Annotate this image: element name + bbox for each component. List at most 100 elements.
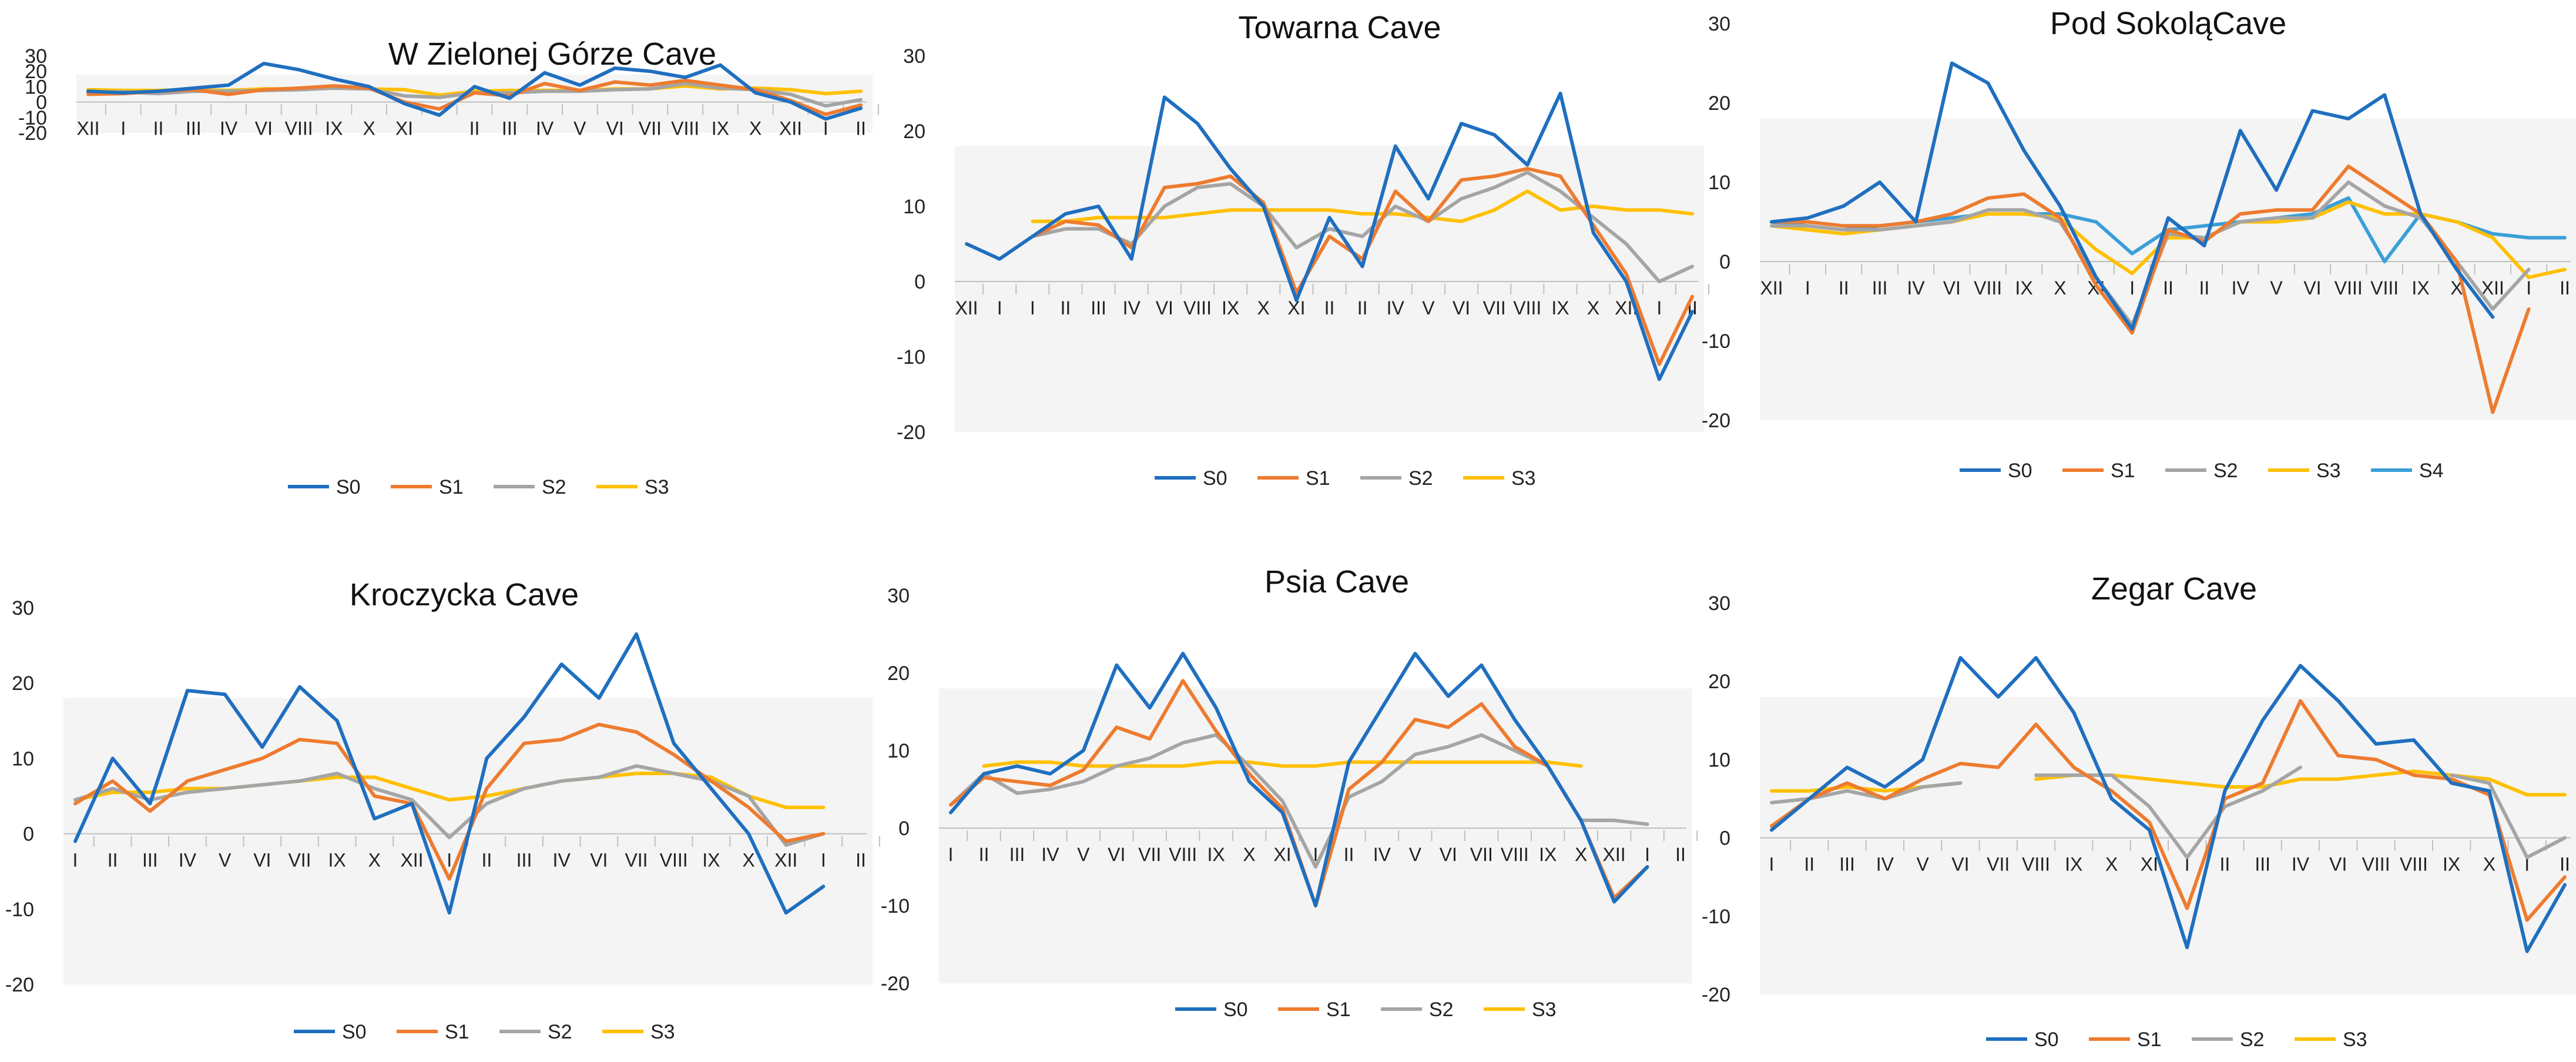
x-tick-label: I (823, 118, 829, 139)
x-tick-label: V (2270, 277, 2283, 299)
legend-label-s2: S2 (1408, 467, 1433, 490)
y-tick-label: 10 (25, 76, 47, 98)
x-tick-label: X (2054, 277, 2066, 299)
chart-legend: S0 S1 S2 S3 (1155, 467, 1536, 490)
y-tick-label: 0 (23, 823, 34, 846)
x-tick-label: VI (1440, 844, 1457, 865)
x-tick-label: X (2483, 854, 2496, 875)
series-line-s1 (1770, 165, 2531, 414)
x-tick-label: III (1009, 844, 1025, 865)
x-tick-label: IX (325, 118, 343, 139)
y-tick-label: 20 (12, 672, 34, 695)
x-tick-label: X (1575, 844, 1587, 865)
y-tick-label: 20 (25, 61, 47, 83)
x-tick-label: XII (779, 118, 802, 139)
legend-label-s0: S0 (2034, 1029, 2059, 1051)
x-tick-label: V (1422, 297, 1435, 319)
legend-label-s0: S0 (336, 476, 361, 498)
x-tick-label: IV (1387, 297, 1405, 319)
x-tick-label: X (368, 850, 381, 871)
x-tick-label: II (1344, 844, 1354, 865)
x-tick-label: XII (1760, 277, 1783, 299)
y-tick-label: -20 (18, 122, 47, 145)
x-tick-label: VIII (1501, 844, 1529, 865)
x-tick-label: II (2560, 854, 2570, 875)
legend-label-s3: S3 (1511, 467, 1536, 490)
x-tick-label: VIII (2334, 277, 2363, 299)
x-tick-label: IX (712, 118, 729, 139)
chart-legend: S0 S1 S2 S3 S4 (1960, 460, 2444, 482)
legend-label-s0: S0 (1203, 467, 1227, 490)
y-tick-label: 30 (1708, 592, 1730, 615)
x-tick-label: III (1872, 277, 1888, 299)
x-tick-label: II (2220, 854, 2230, 875)
series-line-s1 (1031, 167, 1694, 366)
y-tick-label: 10 (12, 748, 34, 770)
legend-label-s2: S2 (542, 476, 566, 498)
legend-label-s1: S1 (445, 1021, 469, 1043)
x-tick-label: IV (1373, 844, 1391, 865)
x-tick-label: X (1243, 844, 1255, 865)
y-tick-label: -20 (1702, 410, 1730, 432)
x-tick-label: I (1313, 844, 1319, 865)
x-tick-label: II (469, 118, 480, 139)
legend-label-s1: S1 (1326, 999, 1351, 1021)
series-line-s1 (1770, 699, 2567, 922)
x-tick-label: V (219, 850, 232, 871)
x-tick-label: VIII (2022, 854, 2050, 875)
chart-title: Zegar Cave (2091, 571, 2257, 607)
x-tick-label: X (2105, 854, 2118, 875)
legend-label-s3: S3 (2343, 1029, 2367, 1051)
x-tick-label: II (2163, 277, 2174, 299)
x-tick-label: IV (1123, 297, 1141, 319)
x-tick-label: II (108, 850, 118, 871)
plot-area (939, 688, 1692, 983)
series-line-s0 (1770, 656, 2567, 953)
series-line-s2 (2450, 773, 2567, 859)
x-tick-label: V (1409, 844, 1422, 865)
x-tick-label: VI (1943, 277, 1961, 299)
legend-label-s1: S1 (1306, 467, 1330, 490)
x-tick-label: VIII (671, 118, 699, 139)
legend-label-s0: S0 (342, 1021, 367, 1043)
x-tick-label: VII (1987, 854, 2010, 875)
x-tick-label: IV (179, 850, 197, 871)
x-tick-label: VIII (285, 118, 313, 139)
legend-label-s1: S1 (2111, 460, 2135, 482)
legend-label-s2: S2 (2240, 1029, 2265, 1051)
x-tick-label: X (363, 118, 375, 139)
x-tick-label: VII (288, 850, 311, 871)
x-tick-label: XII (955, 297, 978, 319)
legend-label-s0: S0 (2008, 460, 2032, 482)
x-tick-label: IX (1551, 297, 1569, 319)
chart-title: Pod SokoląCave (2050, 6, 2286, 41)
x-tick-label: I (2185, 854, 2190, 875)
series-line-s2 (1770, 781, 1963, 805)
x-tick-label: VII (625, 850, 648, 871)
y-tick-label: -10 (1702, 330, 1730, 353)
legend-label-s1: S1 (2137, 1029, 2162, 1051)
legend-label-s3: S3 (2316, 460, 2341, 482)
x-tick-label: VI (590, 850, 608, 871)
x-tick-label: I (120, 118, 126, 139)
x-tick-label: I (73, 850, 78, 871)
x-tick-label: XII (774, 850, 797, 871)
x-tick-label: I (1645, 844, 1650, 865)
x-tick-label: III (1839, 854, 1855, 875)
plot-area (955, 146, 1704, 432)
x-tick-label: VI (255, 118, 273, 139)
series-line-s0 (949, 652, 1649, 907)
x-tick-label: I (948, 844, 954, 865)
legend-label-s4: S4 (2419, 460, 2444, 482)
x-tick-label: III (186, 118, 202, 139)
chart-legend: S0 S1 S2 S3 (288, 476, 669, 498)
x-tick-label: IV (1041, 844, 1059, 865)
legend-label-s3: S3 (1532, 999, 1557, 1021)
chart-title: Towarna Cave (1238, 10, 1441, 45)
x-tick-label: VI (2303, 277, 2321, 299)
y-tick-label: 30 (1708, 13, 1730, 35)
y-tick-label: 20 (1708, 92, 1730, 115)
x-tick-label: III (502, 118, 518, 139)
